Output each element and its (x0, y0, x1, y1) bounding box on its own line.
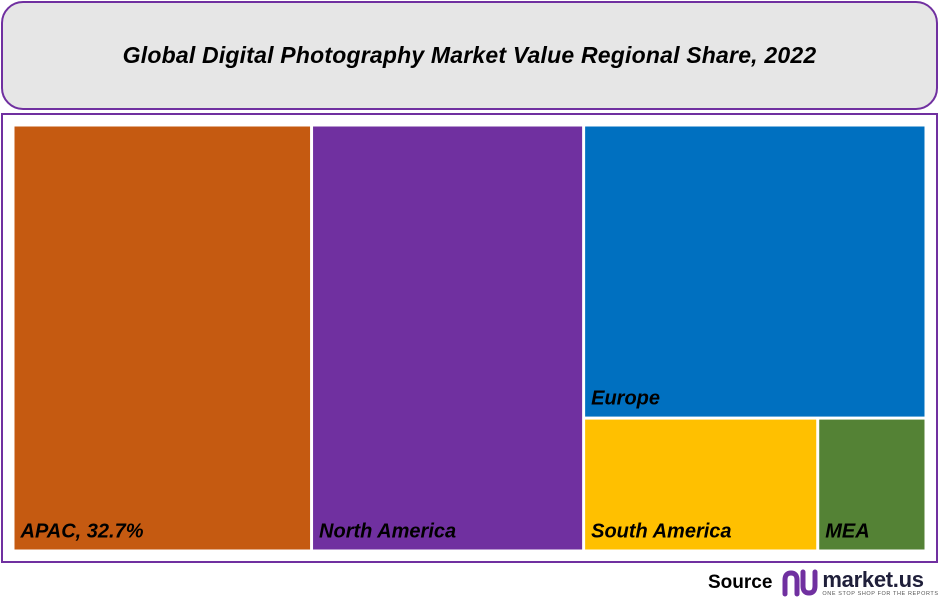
tile-europe (585, 126, 925, 417)
tile-label-south-america: South America (591, 521, 731, 543)
title-banner: Global Digital Photography Market Value … (1, 1, 938, 110)
tile-south-america (585, 419, 817, 550)
logo-wordmark: market.us ONE STOP SHOP FOR THE REPORTS (822, 566, 939, 598)
logo-tagline: ONE STOP SHOP FOR THE REPORTS (822, 590, 939, 597)
tile-label-mea: MEA (825, 521, 869, 543)
tile-label-europe: Europe (591, 388, 660, 410)
treemap-chart-frame: APAC, 32.7% North America Europe South Amer… (1, 113, 938, 563)
tile-north-america (313, 126, 583, 550)
tile-label-apac: APAC, 32.7% (20, 521, 144, 543)
chart-title: Global Digital Photography Market Value … (122, 42, 817, 68)
tile-apac (14, 126, 311, 550)
tile-label-north-america: North America (319, 521, 456, 543)
source-attribution: Source market.us ONE STOP SHOP FOR THE R… (708, 568, 939, 598)
market-us-logo-icon (782, 569, 818, 597)
source-label: Source (708, 572, 773, 593)
tile-mea (819, 419, 925, 550)
treemap-chart: APAC, 32.7% North America Europe South Amer… (14, 126, 925, 550)
logo-name: market.us (822, 566, 924, 592)
